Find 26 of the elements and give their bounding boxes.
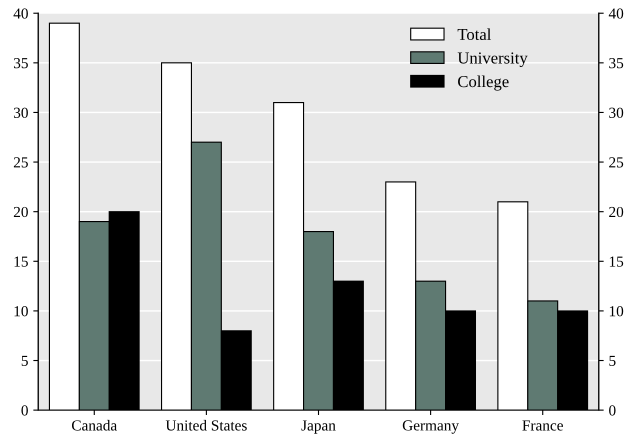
y-tick-label: 40 (14, 8, 28, 19)
x-tick-label: France (522, 420, 563, 431)
x-tick-label: United States (166, 420, 247, 431)
y2-tick-label: 10 (610, 306, 624, 316)
y2-tick-label: 35 (609, 58, 624, 68)
y2-tick-label: 5 (609, 356, 616, 366)
y-tick-label: 35 (14, 58, 28, 68)
y2-tick-label: 15 (610, 256, 624, 267)
x-tick-label: Canada (72, 420, 117, 431)
y2-tick-label: 20 (609, 206, 624, 218)
legend-label: University (458, 52, 528, 68)
legend-label: Total (458, 28, 492, 40)
legend-label: College (458, 75, 509, 91)
x-tick-label: Japan (301, 420, 336, 434)
y-tick-label: 15 (14, 256, 28, 267)
y2-tick-label: 40 (608, 8, 624, 19)
y-tick-label: 20 (14, 206, 28, 218)
y2-tick-label: 0 (609, 405, 616, 416)
y2-tick-label: 30 (609, 108, 624, 118)
y-tick-label: 30 (14, 108, 28, 118)
y-tick-label: 0 (21, 405, 28, 416)
y-tick-label: 25 (14, 157, 28, 168)
x-tick-label: Germany (402, 420, 459, 434)
y2-tick-label: 25 (609, 157, 624, 168)
y-tick-label: 10 (14, 306, 28, 316)
y-tick-label: 5 (22, 356, 28, 366)
